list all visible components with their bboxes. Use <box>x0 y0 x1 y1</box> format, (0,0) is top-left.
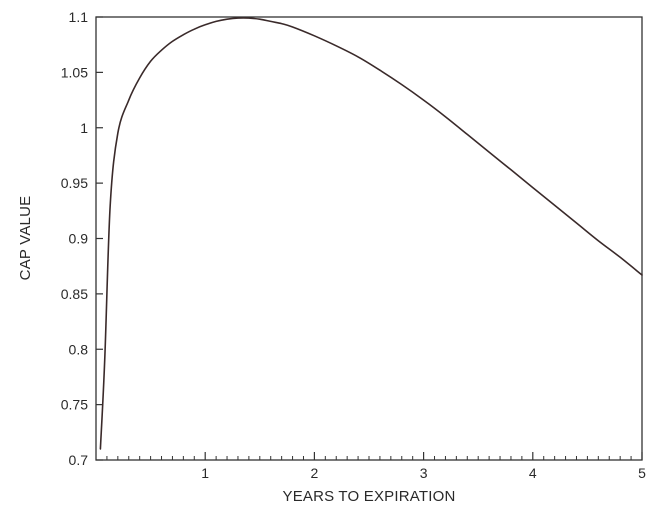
y-axis-ticks: 0.7 0.75 0.8 0.85 0.9 0.95 1 1.05 1.1 <box>61 9 103 468</box>
x-axis-ticks: 1 2 3 4 5 <box>201 452 646 481</box>
x-tick-label: 4 <box>529 465 537 481</box>
y-tick-label: 1.05 <box>61 64 88 80</box>
plot-frame <box>95 16 643 461</box>
y-tick-label: 0.95 <box>61 175 88 191</box>
y-axis-label: CAP VALUE <box>17 196 34 281</box>
y-tick-label: 0.75 <box>61 397 88 413</box>
x-tick-label: 3 <box>420 465 428 481</box>
x-axis-label: YEARS TO EXPIRATION <box>282 488 455 505</box>
y-tick-label: 0.7 <box>69 452 89 468</box>
x-tick-label: 2 <box>311 465 319 481</box>
x-minor-ticks <box>106 456 632 460</box>
y-tick-label: 0.85 <box>61 286 88 302</box>
x-tick-label: 1 <box>201 465 209 481</box>
y-tick-label: 0.9 <box>69 231 89 247</box>
y-tick-label: 1.1 <box>69 9 89 25</box>
cap-value-line <box>99 17 643 450</box>
x-tick-label: 5 <box>638 465 646 481</box>
y-tick-label: 0.8 <box>69 341 89 357</box>
y-tick-label: 1 <box>80 120 88 136</box>
